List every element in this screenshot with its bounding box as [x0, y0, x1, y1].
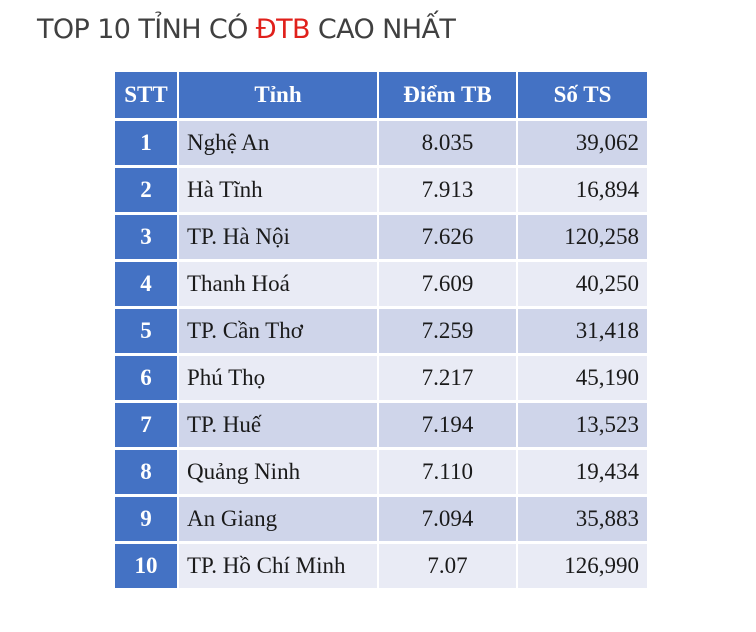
header-tinh: Tỉnh — [179, 72, 379, 121]
cell-diem-tb: 7.194 — [379, 403, 518, 450]
table-row: 6 Phú Thọ 7.217 45,190 — [115, 356, 647, 403]
table-row: 2 Hà Tĩnh 7.913 16,894 — [115, 168, 647, 215]
cell-tinh: Nghệ An — [179, 121, 379, 168]
cell-diem-tb: 8.035 — [379, 121, 518, 168]
page-title: TOP 10 TỈNH CÓ ĐTB CAO NHẤT — [37, 14, 456, 45]
cell-so-ts: 126,990 — [518, 544, 647, 591]
cell-stt: 4 — [115, 262, 179, 309]
header-diem-tb: Điểm TB — [379, 72, 518, 121]
cell-tinh: Hà Tĩnh — [179, 168, 379, 215]
cell-diem-tb: 7.217 — [379, 356, 518, 403]
cell-tinh: TP. Huế — [179, 403, 379, 450]
cell-so-ts: 120,258 — [518, 215, 647, 262]
table-row: 1 Nghệ An 8.035 39,062 — [115, 121, 647, 168]
cell-diem-tb: 7.094 — [379, 497, 518, 544]
cell-diem-tb: 7.110 — [379, 450, 518, 497]
cell-diem-tb: 7.609 — [379, 262, 518, 309]
cell-tinh: TP. Hà Nội — [179, 215, 379, 262]
cell-stt: 6 — [115, 356, 179, 403]
cell-so-ts: 19,434 — [518, 450, 647, 497]
cell-tinh: An Giang — [179, 497, 379, 544]
title-highlight: ĐTB — [255, 14, 311, 45]
cell-stt: 5 — [115, 309, 179, 356]
cell-tinh: Phú Thọ — [179, 356, 379, 403]
cell-so-ts: 39,062 — [518, 121, 647, 168]
cell-stt: 10 — [115, 544, 179, 591]
table-row: 4 Thanh Hoá 7.609 40,250 — [115, 262, 647, 309]
table-row: 5 TP. Cần Thơ 7.259 31,418 — [115, 309, 647, 356]
cell-diem-tb: 7.07 — [379, 544, 518, 591]
cell-so-ts: 40,250 — [518, 262, 647, 309]
header-so-ts: Số TS — [518, 72, 647, 121]
table-row: 7 TP. Huế 7.194 13,523 — [115, 403, 647, 450]
title-suffix: CAO NHẤT — [309, 14, 456, 45]
cell-so-ts: 31,418 — [518, 309, 647, 356]
cell-tinh: TP. Hồ Chí Minh — [179, 544, 379, 591]
cell-so-ts: 35,883 — [518, 497, 647, 544]
cell-tinh: TP. Cần Thơ — [179, 309, 379, 356]
table-row: 9 An Giang 7.094 35,883 — [115, 497, 647, 544]
cell-diem-tb: 7.913 — [379, 168, 518, 215]
header-stt: STT — [115, 72, 179, 121]
cell-so-ts: 45,190 — [518, 356, 647, 403]
cell-so-ts: 16,894 — [518, 168, 647, 215]
cell-tinh: Thanh Hoá — [179, 262, 379, 309]
cell-diem-tb: 7.259 — [379, 309, 518, 356]
cell-stt: 2 — [115, 168, 179, 215]
cell-so-ts: 13,523 — [518, 403, 647, 450]
table-row: 10 TP. Hồ Chí Minh 7.07 126,990 — [115, 544, 647, 591]
cell-stt: 3 — [115, 215, 179, 262]
ranking-table: STT Tỉnh Điểm TB Số TS 1 Nghệ An 8.035 3… — [115, 72, 647, 591]
table-header-row: STT Tỉnh Điểm TB Số TS — [115, 72, 647, 121]
cell-stt: 9 — [115, 497, 179, 544]
title-prefix: TOP 10 TỈNH CÓ — [37, 14, 256, 45]
cell-tinh: Quảng Ninh — [179, 450, 379, 497]
table-row: 3 TP. Hà Nội 7.626 120,258 — [115, 215, 647, 262]
cell-stt: 1 — [115, 121, 179, 168]
table-row: 8 Quảng Ninh 7.110 19,434 — [115, 450, 647, 497]
cell-stt: 7 — [115, 403, 179, 450]
cell-diem-tb: 7.626 — [379, 215, 518, 262]
cell-stt: 8 — [115, 450, 179, 497]
